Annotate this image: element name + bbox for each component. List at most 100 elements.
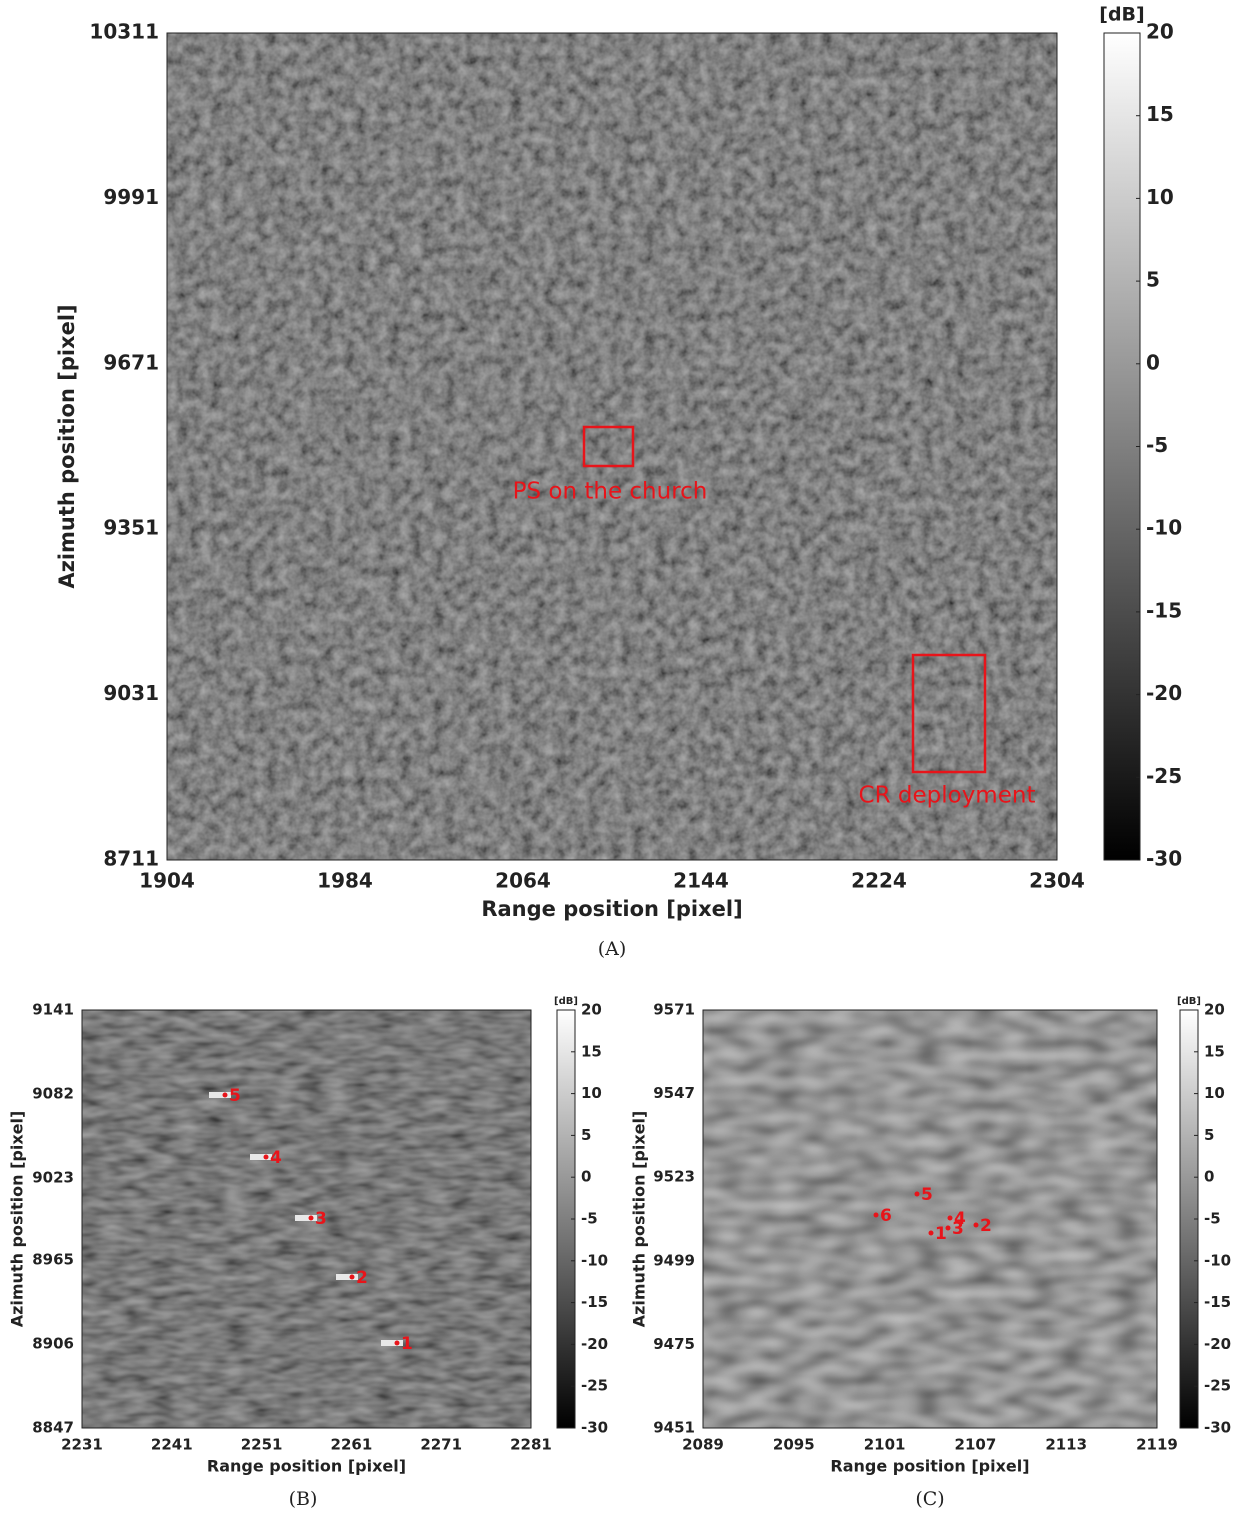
marker-dot <box>263 1154 269 1160</box>
y-tick-label: 9023 <box>32 1168 74 1186</box>
y-tick-label: 9475 <box>653 1335 695 1353</box>
marker-dot <box>914 1191 920 1197</box>
x-tick-label: 1904 <box>139 869 195 893</box>
colorbar-tick-label: -15 <box>1146 598 1182 622</box>
bright-scatterer <box>250 1154 272 1160</box>
colorbar-tick-label: 5 <box>1204 1126 1214 1144</box>
roi-box <box>911 653 987 774</box>
colorbar-tick-label: -5 <box>581 1210 598 1228</box>
colorbar-tick-label: 5 <box>1146 268 1160 292</box>
y-tick-label: 10311 <box>89 20 159 44</box>
colorbar-tick-label: 0 <box>1146 350 1160 374</box>
colorbar <box>1103 32 1141 861</box>
y-tick-label: 9141 <box>32 1001 74 1019</box>
y-tick-label: 9547 <box>653 1084 695 1102</box>
colorbar-tick-label: -30 <box>1146 847 1182 871</box>
bright-scatterer <box>336 1274 358 1280</box>
marker-label: 3 <box>952 1219 964 1239</box>
marker-dot <box>308 1215 314 1221</box>
marker-dot <box>945 1225 951 1231</box>
y-tick-label: 9351 <box>103 516 159 540</box>
x-tick-label: 2101 <box>864 1436 906 1454</box>
colorbar-tick-label: -25 <box>1204 1377 1231 1395</box>
image-frame <box>702 1009 1158 1429</box>
y-tick-label: 8847 <box>32 1419 74 1437</box>
sar-image <box>703 1010 1157 1428</box>
colorbar-tick-label: -15 <box>581 1293 608 1311</box>
marker-dot <box>928 1230 934 1236</box>
colorbar-tick-label: 10 <box>1146 185 1174 209</box>
y-tick-label: 9671 <box>103 350 159 374</box>
marker-dot <box>973 1222 979 1228</box>
colorbar-tick-label: -15 <box>1204 1293 1231 1311</box>
colorbar-tick-label: 0 <box>581 1168 591 1186</box>
y-tick-label: 9571 <box>653 1001 695 1019</box>
x-tick-label: 2095 <box>773 1436 815 1454</box>
colorbar-tick-label: -10 <box>581 1251 608 1269</box>
colorbar-tick-label: -20 <box>1204 1335 1231 1353</box>
y-tick-label: 8711 <box>103 847 159 871</box>
y-tick-label: 9031 <box>103 681 159 705</box>
colorbar-tick-label: -5 <box>1146 433 1168 457</box>
marker-dot <box>222 1092 228 1098</box>
colorbar-tick-label: 10 <box>1204 1084 1225 1102</box>
roi-label: PS on the church <box>513 479 708 505</box>
x-tick-label: 2281 <box>510 1436 552 1454</box>
caption: (B) <box>289 1488 318 1510</box>
y-tick-label: 8906 <box>32 1335 74 1353</box>
image-frame <box>81 1009 532 1429</box>
colorbar-tick-label: 10 <box>581 1084 602 1102</box>
marker-label: 4 <box>954 1209 966 1229</box>
x-tick-label: 2064 <box>495 869 551 893</box>
colorbar-tick-label: 5 <box>581 1126 591 1144</box>
x-tick-label: 2089 <box>682 1436 724 1454</box>
marker-label: 1 <box>401 1334 413 1354</box>
colorbar-tick-label: -10 <box>1146 516 1182 540</box>
caption: (C) <box>915 1488 944 1510</box>
marker-label: 2 <box>356 1268 368 1288</box>
y-tick-label: 9991 <box>103 185 159 209</box>
x-tick-label: 2224 <box>851 869 907 893</box>
y-tick-label: 8965 <box>32 1251 74 1269</box>
colorbar-tick-label: -25 <box>1146 764 1182 788</box>
y-axis-label: Azimuth position [pixel] <box>55 304 79 588</box>
y-axis-label: Azimuth position [pixel] <box>630 1111 649 1328</box>
y-tick-label: 9523 <box>653 1168 695 1186</box>
colorbar-tick-label: -30 <box>1204 1419 1231 1437</box>
marker-label: 1 <box>935 1224 947 1244</box>
bright-scatterer <box>209 1092 231 1098</box>
colorbar-tick-label: -10 <box>1204 1251 1231 1269</box>
bright-scatterer <box>295 1215 317 1221</box>
colorbar-tick-label: 20 <box>581 1001 602 1019</box>
colorbar-tick-label: 0 <box>1204 1168 1214 1186</box>
colorbar-tick-label: 15 <box>1146 102 1174 126</box>
marker-dot <box>947 1215 953 1221</box>
colorbar-tick-label: 20 <box>1146 20 1174 44</box>
marker-label: 3 <box>315 1209 327 1229</box>
marker-label: 4 <box>270 1148 282 1168</box>
colorbar-tick-label: -30 <box>581 1419 608 1437</box>
x-tick-label: 2271 <box>420 1436 462 1454</box>
image-frame <box>166 32 1058 861</box>
x-axis-label: Range position [pixel] <box>207 1457 406 1476</box>
marker-label: 5 <box>229 1086 241 1106</box>
roi-box <box>582 425 635 468</box>
x-tick-label: 2251 <box>241 1436 283 1454</box>
roi-label: CR deployment <box>859 783 1036 809</box>
x-tick-label: 2113 <box>1045 1436 1087 1454</box>
x-tick-label: 1984 <box>317 869 373 893</box>
marker-label: 5 <box>921 1185 933 1205</box>
colorbar-unit: [dB] <box>1099 4 1144 26</box>
colorbar-tick-label: 15 <box>1204 1042 1225 1060</box>
x-axis-label: Range position [pixel] <box>481 897 742 921</box>
colorbar-unit: [dB] <box>1177 996 1201 1007</box>
x-tick-label: 2107 <box>955 1436 997 1454</box>
bright-scatterer <box>381 1340 403 1346</box>
y-tick-label: 9499 <box>653 1251 695 1269</box>
colorbar-tick-label: 15 <box>581 1042 602 1060</box>
x-tick-label: 2144 <box>673 869 729 893</box>
colorbar-tick-label: -25 <box>581 1377 608 1395</box>
sar-image <box>167 33 1057 860</box>
colorbar-tick-label: -5 <box>1204 1210 1221 1228</box>
